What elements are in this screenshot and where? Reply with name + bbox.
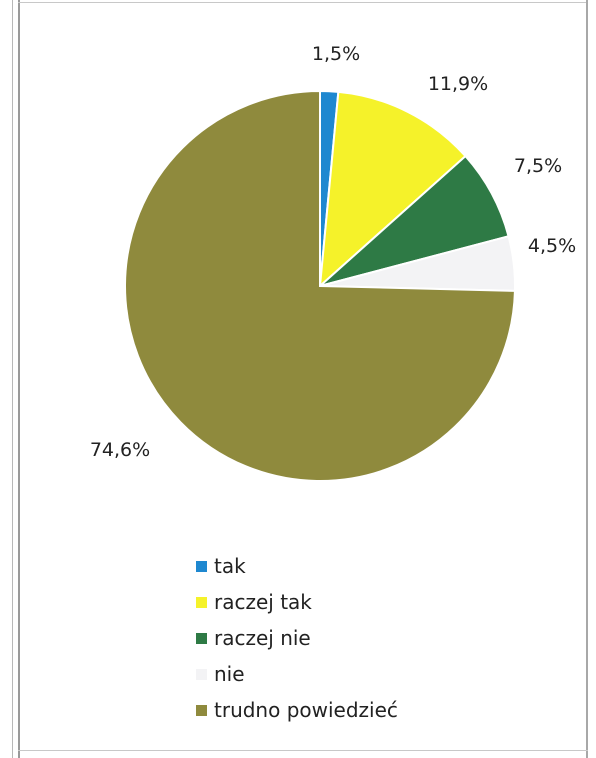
data-label-nie: 4,5% xyxy=(528,235,576,257)
legend-swatch xyxy=(196,704,207,716)
left-border-line-thick xyxy=(18,0,20,758)
chart-legend: tak raczej tak raczej nie nie trudno powiedz… xyxy=(196,548,398,728)
pie-slice-trudno-powiedzieć xyxy=(124,89,516,482)
data-label-trudno-powiedzieć: 74,6% xyxy=(90,439,150,461)
legend-swatch xyxy=(196,668,207,680)
legend-swatch xyxy=(196,596,207,608)
pie-slices xyxy=(124,89,516,482)
legend-label: raczej nie xyxy=(214,626,311,650)
legend-swatch xyxy=(196,560,207,572)
legend-label: trudno powiedzieć xyxy=(214,698,398,722)
pie-slice-raczej-tak xyxy=(318,90,467,289)
legend-item-raczej-tak: raczej tak xyxy=(196,584,398,620)
data-label-raczej-nie: 7,5% xyxy=(514,155,562,177)
legend-item-trudno-powiedzieć: trudno powiedzieć xyxy=(196,692,398,728)
legend-item-nie: nie xyxy=(196,656,398,692)
legend-label: nie xyxy=(214,662,245,686)
legend-label: raczej tak xyxy=(214,590,312,614)
legend-swatch xyxy=(196,632,207,644)
data-label-raczej-tak: 11,9% xyxy=(428,73,488,95)
pie-data-labels: 1,5% 11,9% 7,5% 4,5% 74,6% xyxy=(90,43,576,461)
legend-label: tak xyxy=(214,554,246,578)
top-border-line xyxy=(18,2,588,3)
legend-item-raczej-nie: raczej nie xyxy=(196,620,398,656)
left-border-line xyxy=(12,0,13,758)
data-label-tak: 1,5% xyxy=(312,43,360,65)
legend-item-tak: tak xyxy=(196,548,398,584)
right-border-line xyxy=(586,0,588,758)
bottom-border-line xyxy=(18,750,588,751)
